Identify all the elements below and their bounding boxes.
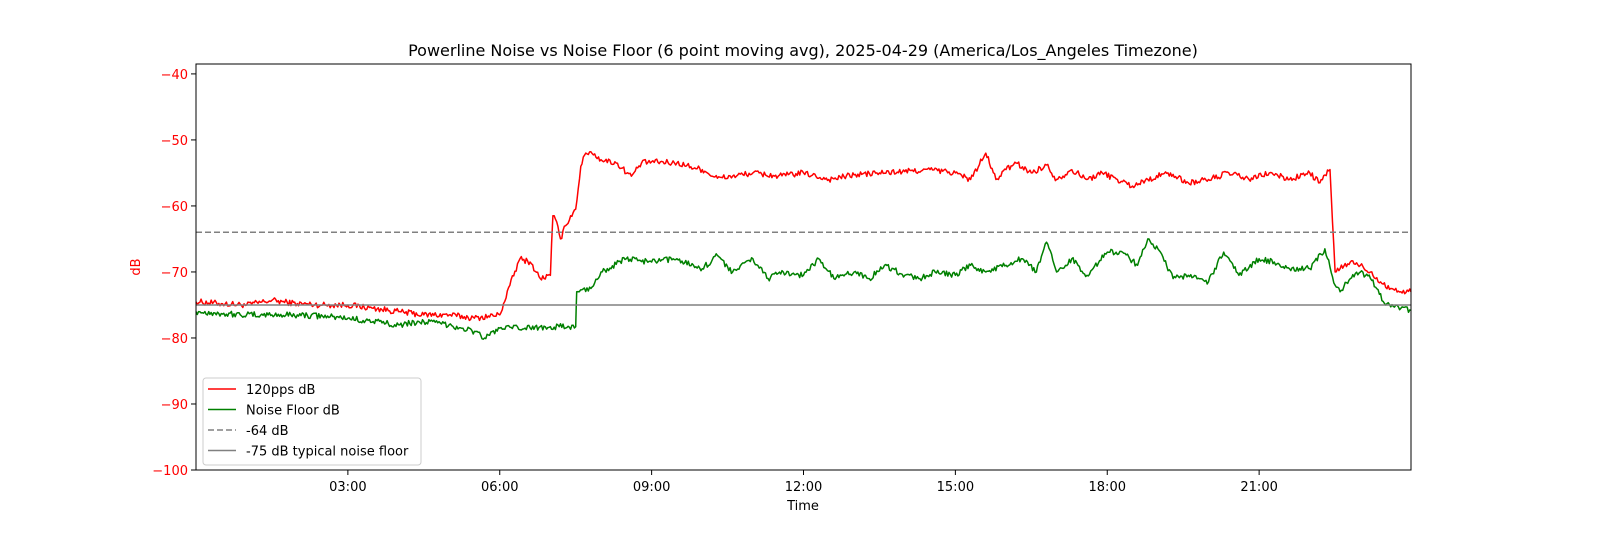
legend-label: -75 dB typical noise floor <box>246 445 409 460</box>
plot-series <box>195 151 1412 340</box>
y-axis-label: dB <box>129 258 144 275</box>
y-tick-label: −70 <box>161 266 188 281</box>
y-tick-label: −80 <box>161 332 188 347</box>
x-axis: 03:00 06:00 09:00 12:00 15:00 18:00 21:00 <box>329 470 1278 495</box>
y-axis: −40 −50 −60 −70 −80 −90 −100 <box>152 68 196 479</box>
legend: 120pps dB Noise Floor dB -64 dB -75 dB typi… <box>202 377 422 466</box>
legend-box <box>202 377 422 466</box>
x-tick-label: 12:00 <box>785 480 822 495</box>
legend-items: 120pps dB Noise Floor dB -64 dB -75 dB typi… <box>208 383 409 460</box>
legend-label: 120pps dB <box>246 383 315 398</box>
x-tick-label: 06:00 <box>481 480 518 495</box>
y-tick-label: −90 <box>161 398 188 413</box>
chart-title: Powerline Noise vs Noise Floor (6 point … <box>408 41 1198 61</box>
x-tick-label: 09:00 <box>633 480 670 495</box>
series-line-1 <box>195 151 1412 322</box>
legend-label: -64 dB <box>246 424 289 439</box>
y-tick-label: −100 <box>152 464 188 479</box>
x-tick-label: 03:00 <box>329 480 366 495</box>
y-tick-label: −50 <box>161 134 188 149</box>
x-tick-label: 21:00 <box>1240 480 1277 495</box>
legend-label: Noise Floor dB <box>246 404 340 419</box>
x-tick-label: 15:00 <box>937 480 974 495</box>
x-tick-label: 18:00 <box>1089 480 1126 495</box>
series-line-2 <box>195 238 1412 340</box>
y-tick-label: −60 <box>161 200 188 215</box>
y-tick-label: −40 <box>161 68 188 83</box>
x-axis-label: Time <box>786 499 819 514</box>
